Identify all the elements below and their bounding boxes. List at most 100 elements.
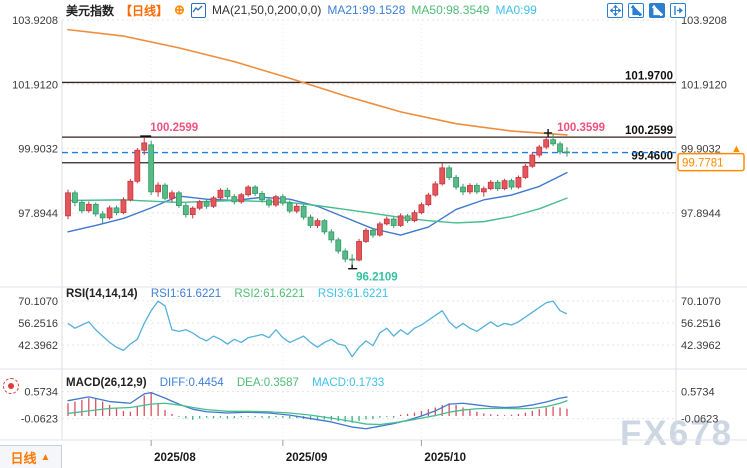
candle-body[interactable] [543, 139, 550, 148]
candle-body[interactable] [134, 149, 141, 182]
candle-body[interactable] [467, 185, 473, 193]
candle-body[interactable] [390, 218, 397, 226]
candle-body[interactable] [92, 203, 99, 215]
candle-body[interactable] [175, 192, 182, 207]
axis-scale-icon[interactable] [628, 3, 644, 18]
swing-high-left-label: 100.2599 [150, 122, 198, 134]
price-level-label: 101.9700 [625, 70, 673, 82]
candle-body[interactable] [169, 192, 175, 199]
candle-body[interactable] [370, 229, 376, 236]
candle-body[interactable] [508, 180, 515, 188]
candle-body[interactable] [272, 196, 279, 206]
macd-diff-value: DIFF:0.4454 [159, 377, 224, 389]
candle-body[interactable] [487, 181, 494, 190]
candle-body[interactable] [564, 151, 570, 154]
candle-body[interactable] [363, 229, 369, 242]
candle-body[interactable] [245, 186, 252, 196]
candle-body[interactable] [453, 177, 459, 188]
swing-low-marker [348, 264, 358, 270]
candle-body[interactable] [480, 188, 487, 193]
candle-body[interactable] [425, 194, 432, 206]
candle-body[interactable] [127, 180, 134, 201]
candle-body[interactable] [252, 186, 259, 194]
candle-body[interactable] [78, 202, 85, 212]
ma-settings-label[interactable]: MA(21,50,0,200,0,0) [211, 3, 322, 17]
candle-body[interactable] [148, 144, 155, 193]
candle-body[interactable] [356, 241, 362, 261]
candle-body[interactable] [376, 223, 383, 236]
jump-to-latest-icon[interactable] [670, 3, 686, 18]
price-axis-label-right: 97.8944 [681, 208, 721, 220]
candle-body[interactable] [349, 258, 356, 261]
period-selector[interactable]: 日线 ▲ [0, 445, 62, 468]
ma-chart-icon[interactable] [190, 2, 206, 18]
candle-body[interactable] [155, 184, 161, 193]
candle-body[interactable] [522, 165, 529, 178]
candle-body[interactable] [383, 218, 390, 225]
candle-body[interactable] [342, 250, 349, 260]
add-indicator-icon[interactable]: ⊕ [174, 2, 185, 17]
candle-body[interactable] [85, 203, 92, 212]
x-axis-label: 2025/09 [286, 452, 328, 464]
candle-body[interactable] [141, 142, 148, 151]
candle-body[interactable] [162, 184, 168, 199]
candle-body[interactable] [286, 202, 293, 212]
candle-body[interactable] [536, 146, 543, 156]
candle-body[interactable] [293, 205, 300, 212]
candle-body[interactable] [106, 207, 113, 219]
last-price-tag-label: 99.7781 [682, 158, 724, 170]
candle-body[interactable] [224, 189, 231, 198]
candle-body[interactable] [460, 186, 466, 193]
candle-body[interactable] [203, 201, 210, 207]
candle-body[interactable] [411, 212, 418, 222]
candle-body[interactable] [182, 205, 189, 215]
candle-body[interactable] [515, 177, 522, 188]
alert-sun-icon[interactable] [3, 378, 19, 394]
rsi2-value: RSI2:61.6221 [234, 288, 305, 300]
ma200-line [67, 28, 568, 136]
macd-params[interactable]: MACD(26,12,9) [66, 377, 147, 389]
candle-body[interactable] [418, 204, 425, 214]
candle-body[interactable] [279, 196, 286, 204]
candle-body[interactable] [259, 193, 265, 201]
candle-body[interactable] [529, 154, 536, 167]
candle-body[interactable] [397, 215, 404, 226]
candle-body[interactable] [231, 196, 238, 203]
candle-body[interactable] [501, 180, 508, 190]
candle-body[interactable] [196, 201, 203, 209]
candle-body[interactable] [113, 207, 120, 214]
candle-body[interactable] [217, 189, 224, 199]
candle-body[interactable] [266, 199, 272, 206]
candle-body[interactable] [557, 143, 563, 153]
rsi-params[interactable]: RSI(14,14,14) [66, 288, 138, 300]
candle-body[interactable] [307, 216, 314, 226]
candle-body[interactable] [314, 220, 321, 226]
pan-icon[interactable] [607, 3, 623, 18]
candle-body[interactable] [238, 194, 245, 203]
candle-body[interactable] [550, 139, 556, 145]
macd-dea-value: DEA:0.3587 [236, 377, 299, 389]
candle-body[interactable] [300, 205, 307, 218]
candle-body[interactable] [335, 239, 342, 252]
axis-scale-active-icon[interactable] [649, 3, 665, 18]
candle-body[interactable] [72, 192, 78, 203]
price-axis-label-left: 103.9208 [12, 15, 58, 27]
candle-body[interactable] [446, 167, 453, 178]
candle-body[interactable] [432, 183, 439, 196]
candle-body[interactable] [65, 192, 71, 217]
candle-body[interactable] [321, 220, 328, 233]
candle-body[interactable] [120, 199, 127, 214]
rsi3-value: RSI3:61.6221 [317, 288, 389, 300]
candle-body[interactable] [473, 185, 480, 193]
candle-body[interactable] [189, 207, 196, 215]
candle-body[interactable] [210, 197, 217, 207]
candle-body[interactable] [404, 215, 411, 222]
candle-body[interactable] [328, 231, 335, 241]
swing-low-label: 96.2109 [356, 272, 398, 284]
ma0-value: MA0:99 [495, 3, 537, 17]
rsi1-value: RSI1:61.6221 [150, 288, 222, 300]
candle-body[interactable] [99, 213, 106, 219]
candle-body[interactable] [439, 167, 446, 185]
candle-body[interactable] [494, 181, 501, 190]
